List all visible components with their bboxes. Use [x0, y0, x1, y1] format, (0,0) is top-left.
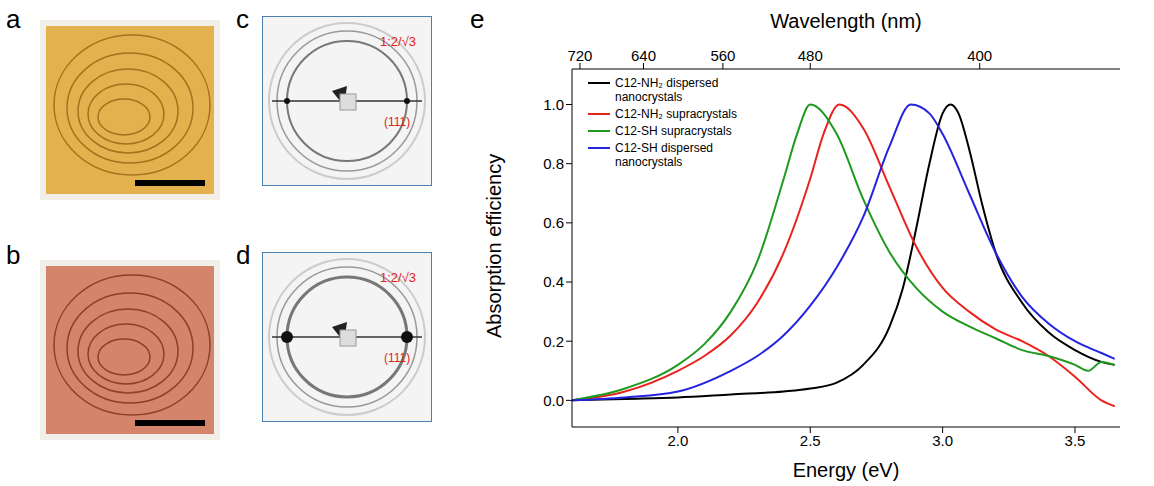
- svg-text:(111): (111): [384, 351, 410, 365]
- svg-text:1:2/√3: 1:2/√3: [380, 34, 416, 49]
- svg-text:0.4: 0.4: [543, 273, 564, 290]
- svg-text:(111): (111): [384, 115, 410, 129]
- svg-text:Wavelength (nm): Wavelength (nm): [770, 10, 922, 32]
- svg-text:720: 720: [567, 47, 592, 64]
- svg-text:2.5: 2.5: [800, 432, 821, 449]
- html-text:d: d: [236, 240, 251, 270]
- html-text:C12-SH dispersed nanocrystals: C12-SH dispersed nanocrystals: [615, 141, 713, 169]
- html-text:C12-SH supracrystals: C12-SH supracrystals: [615, 124, 732, 138]
- html-text:b: b: [6, 240, 21, 270]
- svg-text:560: 560: [710, 47, 735, 64]
- html-text:c: c: [236, 4, 249, 34]
- svg-text:3.0: 3.0: [932, 432, 953, 449]
- html-text:a: a: [6, 4, 21, 34]
- svg-text:0.6: 0.6: [543, 214, 564, 231]
- svg-text:1:2/√3: 1:2/√3: [380, 270, 416, 285]
- svg-text:0.0: 0.0: [543, 392, 564, 409]
- html-text:C12-NH₂ dispersed nanocrystals: C12-NH₂ dispersed nanocrystals: [615, 76, 719, 104]
- svg-text:2.0: 2.0: [667, 432, 688, 449]
- svg-text:Absorption efficiency: Absorption efficiency: [483, 154, 505, 338]
- svg-text:1.0: 1.0: [543, 96, 564, 113]
- svg-text:0.2: 0.2: [543, 333, 564, 350]
- svg-text:480: 480: [798, 47, 823, 64]
- svg-text:3.5: 3.5: [1065, 432, 1086, 449]
- svg-text:400: 400: [967, 47, 992, 64]
- svg-text:Energy (eV): Energy (eV): [793, 459, 900, 481]
- svg-text:640: 640: [631, 47, 656, 64]
- html-text:C12-NH₂ supracrystals: C12-NH₂ supracrystals: [615, 107, 737, 121]
- svg-text:0.8: 0.8: [543, 155, 564, 172]
- html-text:e: e: [470, 4, 485, 34]
